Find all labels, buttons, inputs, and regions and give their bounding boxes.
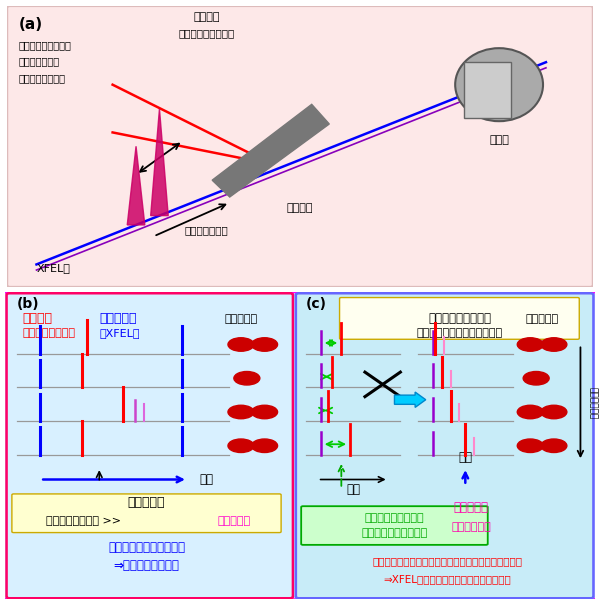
Text: 測定データ: 測定データ (224, 314, 257, 324)
Circle shape (541, 439, 567, 452)
Text: XFEL光: XFEL光 (37, 263, 70, 273)
Circle shape (228, 439, 254, 452)
FancyArrow shape (394, 392, 426, 408)
Text: （パルス幅）: （パルス幅） (451, 522, 491, 532)
FancyBboxPatch shape (340, 298, 579, 339)
Text: 照射タイミングの揺らぎ: 照射タイミングの揺らぎ (108, 541, 185, 554)
FancyBboxPatch shape (12, 494, 281, 533)
Text: （光学レーザー光）: （光学レーザー光） (178, 28, 235, 39)
Bar (464, 62, 511, 118)
Circle shape (517, 405, 543, 419)
Text: 時間分解能順: 時間分解能順 (588, 387, 597, 419)
Circle shape (517, 338, 543, 352)
FancyBboxPatch shape (296, 294, 593, 598)
FancyBboxPatch shape (4, 292, 596, 600)
Circle shape (251, 439, 278, 452)
Text: プローブ光: プローブ光 (99, 312, 137, 326)
Polygon shape (127, 146, 145, 225)
Text: ポストプロセス解析: ポストプロセス解析 (428, 312, 491, 326)
Text: 照射タイミング: 照射タイミング (184, 225, 228, 235)
Circle shape (234, 371, 260, 385)
Text: 時間: 時間 (346, 483, 360, 495)
Text: （光学レーザー）: （光学レーザー） (23, 327, 76, 338)
Text: ポンプ光: ポンプ光 (193, 11, 220, 22)
Text: (a): (a) (19, 18, 43, 32)
Text: 時間: 時間 (200, 473, 214, 486)
Circle shape (541, 405, 567, 419)
Text: 時間分解能: 時間分解能 (128, 496, 165, 509)
Text: (b): (b) (17, 297, 39, 311)
Circle shape (251, 338, 278, 352)
Text: ⇒時間分解能が悪化: ⇒時間分解能が悪化 (113, 559, 179, 572)
FancyBboxPatch shape (301, 506, 488, 545)
Text: 検出器: 検出器 (489, 135, 509, 145)
Text: 計測した照射タイミングによる実験データの並べ替え: 計測した照射タイミングによる実験データの並べ替え (373, 556, 523, 566)
Text: 照射タイミングを計測: 照射タイミングを計測 (361, 528, 428, 538)
Text: （時間揺らぎの幅 >>: （時間揺らぎの幅 >> (46, 516, 125, 526)
Text: 測定データ: 測定データ (526, 314, 559, 324)
Text: パルス幅）: パルス幅） (217, 516, 250, 526)
Text: 時間分解能: 時間分解能 (454, 501, 489, 513)
Circle shape (523, 371, 549, 385)
Text: ⇒XFEL光・レーザー光の幅が時間分解能: ⇒XFEL光・レーザー光の幅が時間分解能 (384, 574, 511, 585)
Circle shape (517, 439, 543, 452)
FancyBboxPatch shape (7, 6, 593, 287)
Text: （タイミング順に並び替え）: （タイミング順に並び替え） (416, 327, 502, 338)
Text: （XFEL）: （XFEL） (99, 327, 140, 338)
Text: 入射タイミング制御: 入射タイミング制御 (19, 40, 72, 50)
Polygon shape (212, 104, 329, 197)
Circle shape (228, 338, 254, 352)
Text: 実験試料: 実験試料 (287, 202, 313, 213)
Text: タイミング計測装置: タイミング計測装置 (365, 513, 424, 523)
FancyBboxPatch shape (7, 294, 293, 598)
Text: （光路の長さで: （光路の長さで (19, 57, 60, 66)
Text: 時間: 時間 (458, 451, 472, 464)
Ellipse shape (455, 48, 543, 121)
Text: ポンプ光: ポンプ光 (23, 312, 53, 326)
Polygon shape (151, 109, 168, 216)
Text: (c): (c) (306, 297, 327, 311)
Text: 時間間隔を制御）: 時間間隔を制御） (19, 74, 66, 83)
Circle shape (251, 405, 278, 419)
Circle shape (541, 338, 567, 352)
Circle shape (228, 405, 254, 419)
